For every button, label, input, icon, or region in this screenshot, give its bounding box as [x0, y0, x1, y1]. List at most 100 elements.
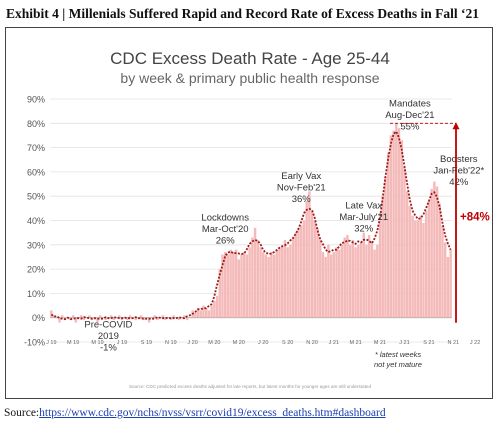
bar [441, 225, 444, 318]
bar [147, 317, 151, 323]
bar [310, 210, 314, 318]
bar [164, 317, 167, 321]
x-tick-label: M 21 [349, 340, 361, 346]
bar [194, 312, 197, 318]
bar [215, 295, 219, 318]
x-tick-label: M 20 [208, 340, 220, 346]
source-link[interactable]: https://www.cdc.gov/nchs/nvss/vsrr/covid… [39, 407, 386, 419]
annotation-line: 32% [354, 223, 374, 234]
y-tick-label: 0% [32, 313, 45, 323]
note-line: not yet mature [374, 360, 422, 369]
chart-subtitle: by week & primary public health response [120, 70, 379, 86]
bar [153, 315, 156, 318]
bar [305, 201, 308, 318]
bar [172, 315, 175, 318]
bar [424, 210, 428, 318]
bar [229, 249, 232, 318]
bar [414, 220, 417, 318]
bar [234, 249, 238, 318]
bar [156, 317, 159, 321]
annotation-line: 36% [292, 194, 312, 205]
bar [343, 237, 346, 318]
bar [104, 317, 107, 321]
bar [283, 239, 287, 318]
bar [422, 222, 425, 318]
bar [367, 235, 371, 318]
trend-series-line [50, 130, 452, 321]
bar [204, 307, 208, 318]
y-tick-label: 20% [27, 265, 45, 275]
bar [449, 249, 452, 318]
bar [408, 205, 412, 318]
y-tick-label: 70% [27, 143, 45, 153]
y-axis: -10% 0% 10% 20% 30% 40% 50% 60% 70% 80% 90% [24, 95, 45, 348]
source-line: Source:https://www.cdc.gov/nchs/nvss/vsr… [4, 407, 386, 419]
y-tick-label: 30% [27, 240, 45, 250]
bar [221, 254, 224, 318]
bar [139, 315, 143, 318]
bar [389, 135, 393, 318]
bar [96, 317, 99, 323]
annotation-line: Nov-Feb'21 [277, 183, 326, 194]
bar [324, 256, 327, 318]
bar [259, 247, 262, 318]
bar [419, 215, 422, 318]
bar [243, 252, 246, 318]
y-tick-label: 80% [27, 119, 45, 129]
exhibit-title: Exhibit 4 | Millenials Suffered Rapid an… [6, 6, 479, 21]
bar [126, 317, 129, 321]
bar [400, 140, 403, 318]
x-tick-label: J 19 [117, 340, 127, 346]
bar [332, 252, 336, 318]
bar [359, 242, 363, 318]
bar [80, 315, 83, 318]
bar [313, 220, 317, 318]
bar [262, 252, 265, 318]
chart-title: CDC Excess Death Rate - Age 25-44 [110, 49, 390, 68]
bar [405, 191, 409, 318]
bar [61, 315, 64, 318]
bar [256, 239, 259, 318]
bar [289, 244, 292, 318]
chart-frame [5, 27, 493, 399]
bar [335, 247, 338, 318]
bar [240, 254, 243, 318]
bar [397, 128, 401, 318]
bar [245, 254, 249, 318]
bar [348, 244, 352, 318]
source-label: Source: [4, 407, 40, 419]
change-label: +84% [460, 212, 490, 224]
bar [286, 247, 289, 318]
bar [340, 244, 344, 318]
bar [319, 239, 322, 318]
bar [427, 201, 431, 318]
bar [237, 259, 240, 318]
bar [50, 310, 53, 318]
bar [183, 315, 186, 318]
annotation-line: Pre-COVID [84, 319, 132, 330]
bar [213, 300, 216, 318]
bar [161, 315, 164, 318]
bar [411, 215, 414, 318]
bar [177, 317, 181, 321]
x-tick-label: N 21 [448, 340, 460, 346]
bar [376, 244, 379, 318]
bar [395, 123, 398, 318]
x-tick-label: N 19 [165, 340, 177, 346]
x-axis: J 19 M 19 M 19 J 19 S 19 N 19 J 20 M 20 M 20 J 20… [46, 340, 480, 346]
x-tick-label: J 20 [258, 340, 268, 346]
x-tick-label: N 20 [306, 340, 318, 346]
annotation-line: Late Vax [345, 200, 382, 211]
annotation-line: Mandates [389, 98, 431, 109]
bar [403, 167, 406, 318]
trend-line [50, 130, 452, 321]
bar [226, 254, 230, 318]
bar [281, 247, 284, 318]
bar [88, 315, 91, 318]
bar [218, 269, 221, 318]
x-tick-label: J 20 [187, 340, 197, 346]
bar [300, 225, 303, 318]
bars [50, 123, 452, 323]
bar [384, 176, 387, 318]
